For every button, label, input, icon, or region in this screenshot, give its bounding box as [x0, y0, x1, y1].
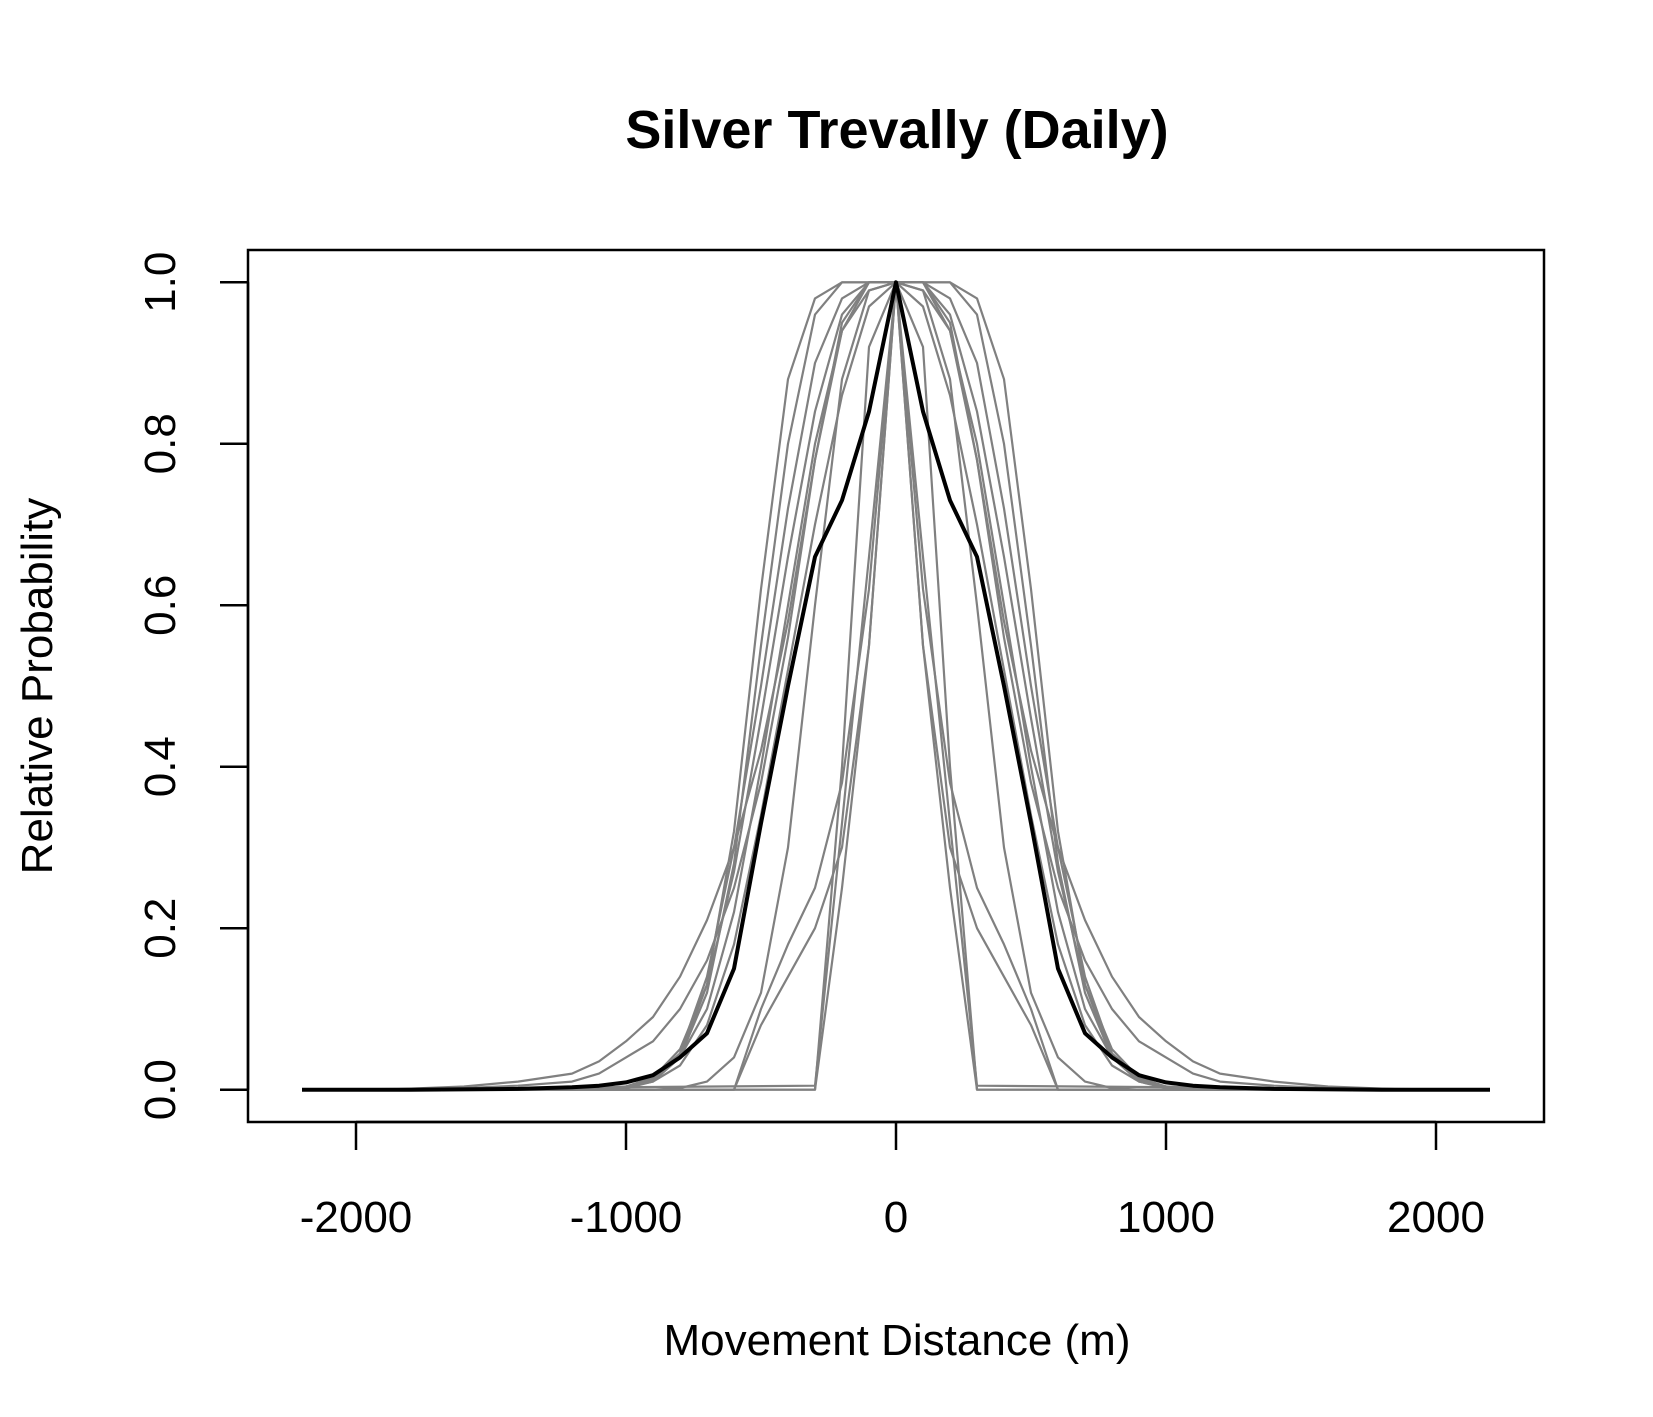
individual-curve-4 — [302, 281, 1490, 1091]
x-tick-label: 2000 — [1387, 1193, 1485, 1242]
y-tick-label: 0.6 — [136, 575, 185, 636]
individual-curve-5 — [302, 281, 1490, 1091]
individual-curve-6 — [302, 281, 1490, 1091]
curves-group — [301, 280, 1491, 1092]
x-tick-label: -1000 — [570, 1193, 683, 1242]
individual-curve-12 — [302, 281, 1490, 1091]
x-axis-label: Movement Distance (m) — [663, 1316, 1130, 1365]
individual-curve-1 — [302, 281, 1490, 1091]
x-tick-label: -2000 — [300, 1193, 413, 1242]
individual-curve-14 — [302, 281, 1490, 1091]
x-tick-label: 0 — [884, 1193, 908, 1242]
x-axis: -2000 -1000 0 1000 2000 — [300, 1120, 1485, 1242]
plot-frame — [246, 248, 1546, 1124]
individual-curve-11 — [302, 281, 1490, 1091]
chart-title: Silver Trevally (Daily) — [625, 100, 1168, 160]
mean-curve — [302, 280, 1490, 1092]
y-axis: 0.0 0.2 0.4 0.6 0.8 1.0 — [136, 252, 250, 1120]
individual-curve-7 — [302, 281, 1490, 1091]
individual-curve-2 — [302, 281, 1490, 1091]
individual-curve-9 — [302, 281, 1490, 1091]
y-tick-label: 0.0 — [136, 1059, 185, 1120]
individual-curve-8 — [302, 281, 1490, 1091]
y-tick-label: 0.4 — [136, 736, 185, 797]
y-tick-label: 0.8 — [136, 413, 185, 474]
y-axis-label: Relative Probability — [13, 498, 62, 875]
individual-curve-10 — [302, 281, 1490, 1091]
y-tick-label: 0.2 — [136, 898, 185, 959]
y-tick-label: 1.0 — [136, 252, 185, 313]
x-tick-label: 1000 — [1117, 1193, 1215, 1242]
individual-curve-3 — [302, 281, 1490, 1091]
individual-curve-13 — [301, 281, 1491, 1091]
